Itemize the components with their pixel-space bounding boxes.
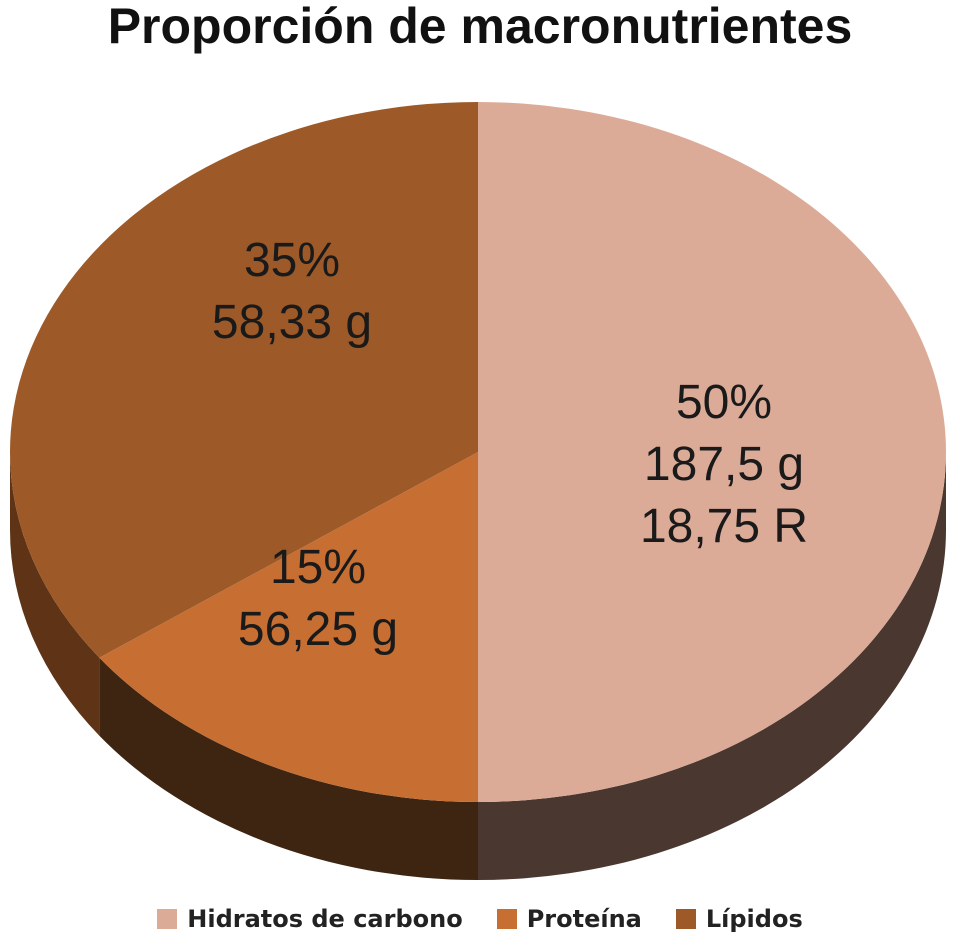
pie-side-hidratos-de-carbono (478, 452, 946, 880)
pie-chart: 50% 187,5 g 18,75 R 15% 56,25 g 35% 58,33 g (9, 102, 946, 880)
slice-label-hidratos-de-carbono-2: 187,5 g (644, 438, 804, 491)
pie-side-proteina (99, 657, 479, 880)
slice-label-hidratos-de-carbono-3: 18,75 R (640, 500, 808, 553)
legend: Hidratos de carbono Proteína Lípidos (0, 905, 960, 933)
pie-labels: 50% 187,5 g 18,75 R 15% 56,25 g 35% 58,33 g (212, 234, 808, 656)
legend-label-proteina: Proteína (526, 905, 642, 933)
pie-slice-hidratos-de-carbono (478, 102, 946, 802)
legend-swatch-hidratos-de-carbono (157, 909, 178, 929)
slice-label-lipidos-2: 58,33 g (212, 296, 372, 349)
legend-item-lipidos: Lípidos (675, 905, 803, 933)
legend-item-hidratos-de-carbono: Hidratos de carbono (157, 905, 463, 933)
legend-swatch-lipidos (675, 909, 696, 929)
pie-slice-proteina (99, 452, 479, 802)
legend-swatch-proteina (496, 909, 517, 929)
slice-label-hidratos-de-carbono-1: 50% (676, 376, 772, 429)
pie-slice-lipidos (9, 102, 478, 658)
slice-label-proteina-2: 56,25 g (238, 603, 398, 656)
legend-label-hidratos-de-carbono: Hidratos de carbono (187, 905, 463, 933)
chart-title: Proporción de macronutrientes (107, 0, 853, 54)
legend-label-lipidos: Lípidos (705, 905, 803, 933)
pie-sides (10, 452, 946, 880)
pie-tops (9, 102, 946, 802)
slice-label-proteina-1: 15% (270, 541, 366, 594)
pie-side-lipidos (10, 452, 100, 736)
slice-label-lipidos-1: 35% (244, 234, 340, 287)
legend-item-proteina: Proteína (496, 905, 642, 933)
